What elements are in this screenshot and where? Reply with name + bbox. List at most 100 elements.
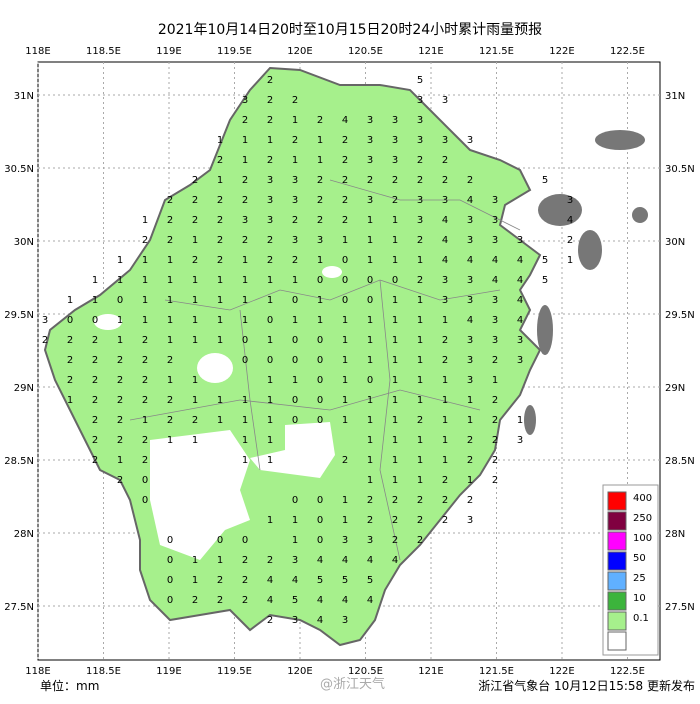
station-value: 2 <box>292 215 298 226</box>
station-value: 3 <box>517 335 523 346</box>
station-value: 2 <box>267 115 273 126</box>
legend-label: 50 <box>633 553 646 564</box>
station-value: 4 <box>342 555 348 566</box>
station-value: 1 <box>342 355 348 366</box>
station-value: 2 <box>442 335 448 346</box>
lon-label: 119.5E <box>217 46 252 57</box>
station-value: 2 <box>117 395 123 406</box>
station-value: 1 <box>142 255 148 266</box>
station-value: 1 <box>267 135 273 146</box>
dry-area <box>197 353 233 383</box>
lat-label: 29.5N <box>4 310 34 321</box>
station-value: 0 <box>317 535 323 546</box>
station-value: 4 <box>292 575 298 586</box>
lat-label: 31N <box>665 91 685 102</box>
station-value: 1 <box>167 335 173 346</box>
legend-swatch <box>607 591 627 611</box>
station-value: 2 <box>217 235 223 246</box>
station-value: 3 <box>267 175 273 186</box>
station-value: 0 <box>342 255 348 266</box>
station-value: 2 <box>292 135 298 146</box>
station-value: 3 <box>442 295 448 306</box>
station-value: 2 <box>342 195 348 206</box>
lat-label: 28N <box>665 529 685 540</box>
station-value: 1 <box>517 415 523 426</box>
station-value: 2 <box>417 495 423 506</box>
station-value: 1 <box>167 435 173 446</box>
station-value: 4 <box>467 315 473 326</box>
axis-labels: 118E 118E 118.5E 118.5E 119E 119E 119.5E 119.5E… <box>4 46 695 677</box>
station-value: 2 <box>192 255 198 266</box>
station-value: 2 <box>167 395 173 406</box>
station-value: 2 <box>117 475 123 486</box>
station-value: 2 <box>142 455 148 466</box>
station-value: 3 <box>467 215 473 226</box>
station-value: 1 <box>267 435 273 446</box>
station-value: 2 <box>442 355 448 366</box>
station-value: 1 <box>67 295 73 306</box>
station-value: 0 <box>117 295 123 306</box>
station-value: 2 <box>92 375 98 386</box>
station-value: 4 <box>392 555 398 566</box>
station-value: 0 <box>317 375 323 386</box>
station-value: 2 <box>117 375 123 386</box>
lat-label: 29N <box>14 383 34 394</box>
station-value: 1 <box>467 395 473 406</box>
station-value: 0 <box>317 515 323 526</box>
station-value: 2 <box>417 155 423 166</box>
station-value: 1 <box>317 155 323 166</box>
lon-label: 118.5E <box>86 666 121 677</box>
station-value: 2 <box>342 455 348 466</box>
station-value: 1 <box>167 375 173 386</box>
lon-label: 119E <box>156 46 181 57</box>
station-value: 3 <box>492 335 498 346</box>
station-value: 3 <box>442 195 448 206</box>
station-value: 1 <box>242 435 248 446</box>
station-value: 1 <box>342 395 348 406</box>
lon-label: 120E <box>287 46 312 57</box>
station-value: 2 <box>367 175 373 186</box>
station-value: 1 <box>292 375 298 386</box>
island <box>632 207 648 223</box>
station-value: 5 <box>317 575 323 586</box>
dry-area <box>250 422 335 478</box>
station-value: 4 <box>267 595 273 606</box>
lon-label: 118.5E <box>86 46 121 57</box>
station-value: 0 <box>67 315 73 326</box>
station-value: 2 <box>92 435 98 446</box>
station-value: 0 <box>267 315 273 326</box>
legend-label: 10 <box>633 593 646 604</box>
station-value: 5 <box>342 575 348 586</box>
lon-label: 119E <box>156 666 181 677</box>
station-value: 1 <box>142 295 148 306</box>
station-value: 2 <box>442 475 448 486</box>
station-value: 2 <box>317 175 323 186</box>
station-value: 1 <box>267 375 273 386</box>
station-value: 3 <box>467 135 473 146</box>
border <box>379 279 401 561</box>
station-value: 1 <box>367 395 373 406</box>
station-value: 2 <box>92 395 98 406</box>
station-value: 1 <box>442 395 448 406</box>
station-value: 2 <box>442 155 448 166</box>
station-value: 1 <box>317 255 323 266</box>
station-value: 0 <box>167 595 173 606</box>
station-value: 4 <box>342 595 348 606</box>
station-value: 1 <box>367 235 373 246</box>
station-value: 0 <box>367 275 373 286</box>
station-value: 1 <box>367 415 373 426</box>
station-value: 2 <box>392 175 398 186</box>
station-value: 0 <box>342 295 348 306</box>
station-value: 2 <box>567 235 573 246</box>
station-value: 4 <box>442 215 448 226</box>
station-value: 1 <box>567 255 573 266</box>
station-value: 1 <box>192 295 198 306</box>
station-value: 3 <box>292 235 298 246</box>
station-value: 2 <box>117 415 123 426</box>
station-value: 2 <box>267 615 273 626</box>
station-value: 4 <box>367 595 373 606</box>
station-value: 2 <box>67 335 73 346</box>
station-value: 0 <box>317 335 323 346</box>
station-value: 1 <box>267 295 273 306</box>
station-value: 0 <box>292 355 298 366</box>
